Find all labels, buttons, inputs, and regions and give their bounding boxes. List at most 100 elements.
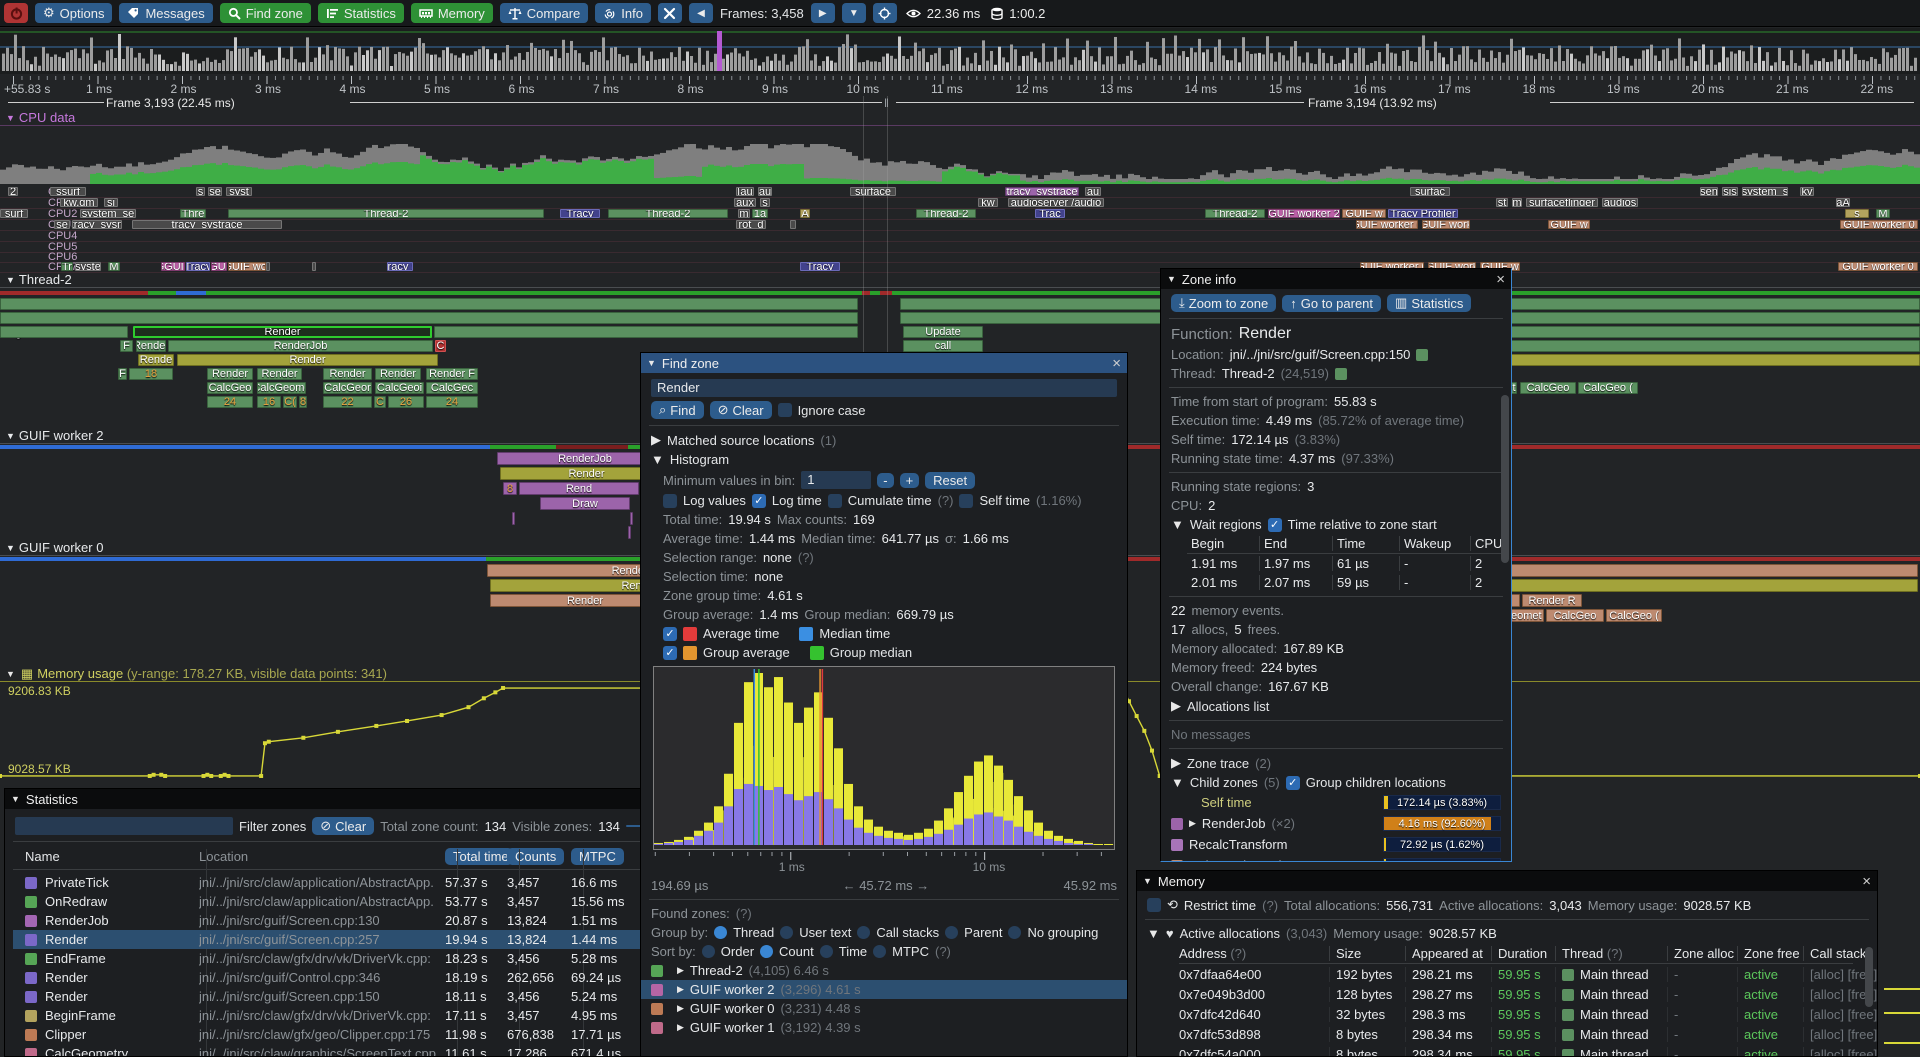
zone-box[interactable]: si <box>104 198 118 207</box>
zone-box[interactable]: Tr <box>61 262 73 271</box>
allocation-row[interactable]: 0x7dfaa64e00 192 bytes 298.21 ms 59.95 s Mai… <box>1137 964 1877 984</box>
zone-box[interactable]: CalcGeo <box>1546 609 1604 622</box>
zone-box[interactable]: Render <box>375 368 421 380</box>
group-by-radio-no-grouping[interactable] <box>1008 926 1022 939</box>
zone-box[interactable]: C( <box>283 396 297 408</box>
close-icon[interactable]: × <box>1496 270 1505 288</box>
zone-box[interactable]: s <box>1845 209 1869 218</box>
zone-box[interactable] <box>266 262 270 271</box>
collapse-triangle-icon[interactable]: ▼ <box>1143 876 1152 886</box>
decrease-button[interactable]: - <box>877 472 894 488</box>
collapse-triangle-icon[interactable]: ▶ <box>1171 698 1181 713</box>
zone-box[interactable]: GUIF work <box>1422 220 1470 229</box>
zone-box[interactable]: m <box>738 209 750 218</box>
zone-box[interactable]: call <box>903 340 983 352</box>
child-zone-row[interactable]: ▶ RenderJob (×2) 4.16 ms (92.60%) <box>1161 813 1511 834</box>
legend-checkbox[interactable]: ✓ <box>663 645 677 660</box>
table-row[interactable]: PrivateTick jni/../jni/src/claw/applicati… <box>13 873 647 892</box>
collapse-triangle-icon[interactable]: ▼ <box>1167 274 1176 284</box>
zone-box[interactable]: Render <box>323 368 372 380</box>
zone-box[interactable]: GGUIF <box>161 262 185 271</box>
collapse-triangle-icon[interactable]: ▶ <box>1189 818 1196 828</box>
zone-box[interactable]: tracy_systrace <box>132 220 282 229</box>
zone-box[interactable] <box>630 512 633 525</box>
column-header-zone-alloc[interactable]: Zone alloc <box>1667 945 1737 961</box>
section-memory-usage[interactable]: ▼ ▦ Memory usage (y-range: 178.27 KB, visi… <box>6 666 387 682</box>
zone-box[interactable] <box>790 220 796 229</box>
legend-checkbox[interactable]: ✓ <box>663 626 677 641</box>
collapse-triangle-icon[interactable]: ▼ <box>6 275 15 285</box>
zone-box[interactable]: m <box>1512 198 1522 207</box>
allocation-row[interactable]: 0x7dfc42d640 32 bytes 298.3 ms 59.95 s Main … <box>1137 1004 1877 1024</box>
alloc-link[interactable]: [alloc] <box>1810 1046 1844 1057</box>
collapse-triangle-icon[interactable]: ▶ <box>677 1022 684 1032</box>
zone-box[interactable]: Tracy <box>186 262 210 271</box>
zone-box[interactable]: au <box>1085 187 1101 196</box>
column-header-call-stack[interactable]: Call stack <box>1803 945 1877 961</box>
zone-box[interactable]: Tracy <box>560 209 600 218</box>
allocations-list-row[interactable]: ▶ Allocations list <box>1161 696 1511 716</box>
zone-box[interactable]: Thread-2 <box>608 209 728 218</box>
zone-box[interactable]: sen <box>1700 187 1718 196</box>
zone-box[interactable]: surfaceflinger <box>1526 198 1598 207</box>
collapse-triangle-icon[interactable]: ▼ <box>11 794 20 804</box>
collapse-triangle-icon[interactable]: ▼ <box>651 452 664 467</box>
zone-box[interactable]: kv <box>1800 187 1814 196</box>
zone-box[interactable] <box>312 262 316 271</box>
compare-button[interactable]: Compare <box>499 3 589 23</box>
zone-box[interactable]: GUIF w <box>1342 209 1386 218</box>
go-to-parent-button[interactable]: ↑ Go to parent <box>1282 294 1382 312</box>
collapse-triangle-icon[interactable]: ▶ <box>677 984 684 994</box>
zone-box[interactable]: au <box>758 187 772 196</box>
found-zones-thread-row[interactable]: ▶ GUIF worker 0 (3,231) 4.48 s <box>641 999 1127 1018</box>
zone-box[interactable]: 8 <box>503 482 517 495</box>
log-time-checkbox[interactable]: ✓ <box>751 493 766 508</box>
found-zones-thread-row[interactable]: ▶ Thread-2 (4,105) 6.46 s <box>641 961 1127 980</box>
statistics-button[interactable]: ▥ Statistics <box>1387 294 1472 312</box>
close-icon[interactable]: × <box>1112 354 1121 372</box>
group-children-checkbox[interactable]: ✓ <box>1285 775 1300 790</box>
prev-frame-button[interactable]: ◀ <box>688 3 713 23</box>
frame-select-button[interactable]: ▼ <box>841 3 866 23</box>
zone-box[interactable]: CalcGeo ( <box>1606 609 1662 622</box>
zone-box[interactable]: 26 <box>388 396 424 408</box>
found-zones-thread-row[interactable]: ▶ GUIF worker 1 (3,192) 4.39 s <box>641 1018 1127 1037</box>
frame-label[interactable]: Frame 3,193 (22.45 ms) <box>106 96 235 110</box>
increase-button[interactable]: + <box>899 472 920 488</box>
section-cpu-data[interactable]: ▼ CPU data <box>6 110 75 125</box>
collapse-triangle-icon[interactable]: ▼ <box>6 113 15 123</box>
zone-box[interactable]: 16 <box>257 396 281 408</box>
allocation-row[interactable]: 0x7e049b3d00 128 bytes 298.27 ms 59.95 s Mai… <box>1137 984 1877 1004</box>
column-header-zone-free[interactable]: Zone free <box>1737 945 1803 961</box>
zone-box[interactable]: 24 <box>207 396 253 408</box>
zone-box[interactable]: Thread-2 <box>1205 209 1265 218</box>
memory-button[interactable]: Memory <box>410 3 493 23</box>
sort-by-radio-time[interactable] <box>819 945 833 958</box>
restrict-time-checkbox[interactable] <box>1147 898 1161 912</box>
clear-button[interactable]: ⊘ Clear <box>709 401 772 419</box>
alloc-link[interactable]: [alloc] <box>1810 986 1844 1002</box>
zone-box[interactable]: Rende <box>138 354 174 366</box>
tools-button[interactable] <box>657 3 682 23</box>
zone-trace-row[interactable]: ▶ Zone trace (2) <box>1161 753 1511 773</box>
column-header-location[interactable]: Location <box>199 849 249 864</box>
table-row[interactable]: BeginFrame jni/../jni/src/claw/gfx/drv/vk… <box>13 1006 647 1025</box>
zone-box[interactable]: rot_d <box>736 220 766 229</box>
ignore-case-checkbox[interactable] <box>777 403 792 417</box>
table-row[interactable]: RenderJob jni/../jni/src/guif/Screen.cpp:… <box>13 911 647 930</box>
section-thread-0[interactable]: ▼ Thread-2 <box>6 272 72 287</box>
find-zone-histogram[interactable] <box>653 666 1115 850</box>
zone-box[interactable]: Thread-2 <box>228 209 544 218</box>
zone-box[interactable]: C <box>374 396 386 408</box>
zone-box[interactable]: Render <box>133 326 432 338</box>
zone-box[interactable]: F <box>120 340 133 352</box>
help-icon[interactable]: (?) <box>1226 945 1247 961</box>
collapse-triangle-icon[interactable]: ▼ <box>6 543 15 553</box>
self-time-checkbox[interactable] <box>959 493 974 508</box>
zone-box[interactable]: Render <box>177 354 438 366</box>
child-self-time-row[interactable]: Self time 172.14 µs (3.83%) <box>1161 792 1511 813</box>
info-button[interactable]: Info <box>595 3 651 23</box>
zone-box[interactable]: tracy_sysn <box>72 220 122 229</box>
sort-by-radio-order[interactable] <box>701 945 715 958</box>
